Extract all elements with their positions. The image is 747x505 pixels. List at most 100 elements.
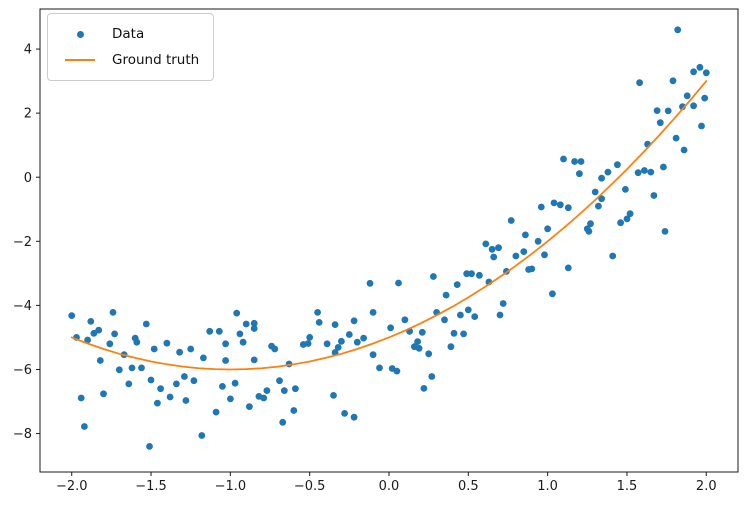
- data-point: [571, 158, 578, 165]
- data-point: [345, 331, 353, 338]
- data-point: [415, 344, 423, 352]
- data-point: [598, 195, 605, 203]
- legend-label-data: Data: [112, 26, 145, 42]
- data-point: [564, 204, 572, 212]
- data-point: [428, 373, 436, 380]
- data-point: [395, 279, 402, 287]
- data-point: [276, 377, 283, 385]
- data-point: [95, 326, 103, 334]
- data-point: [490, 253, 498, 261]
- data-point: [387, 324, 394, 332]
- data-point: [181, 373, 188, 380]
- data-point: [292, 385, 299, 393]
- data-point: [84, 336, 91, 344]
- data-point: [280, 387, 288, 394]
- data-point: [450, 329, 458, 337]
- data-point: [242, 320, 250, 328]
- data-point: [100, 390, 107, 398]
- data-point: [81, 423, 88, 430]
- data-point: [353, 338, 361, 346]
- data-point: [447, 343, 455, 351]
- data-point: [142, 320, 150, 328]
- data-point: [499, 300, 507, 307]
- data-point: [528, 265, 536, 273]
- x-tick-label: 2.0: [696, 479, 717, 494]
- data-point: [507, 217, 515, 224]
- data-point: [701, 94, 709, 102]
- data-point: [376, 364, 383, 372]
- data-point: [690, 102, 697, 110]
- data-point: [453, 281, 461, 288]
- data-point: [476, 271, 483, 279]
- data-point: [263, 387, 271, 394]
- data-point: [653, 107, 661, 114]
- data-point: [334, 344, 342, 351]
- data-point: [560, 155, 567, 163]
- data-point: [157, 385, 165, 393]
- line-sample-icon: [65, 59, 95, 61]
- data-point: [696, 63, 704, 71]
- data-point: [471, 313, 479, 320]
- data-point: [550, 199, 558, 207]
- data-point: [366, 279, 374, 287]
- data-point: [190, 377, 198, 385]
- data-point: [271, 345, 279, 353]
- y-tick-label: −2: [13, 235, 32, 250]
- data-point: [457, 311, 464, 319]
- data-point: [702, 69, 710, 77]
- data-point: [106, 340, 114, 348]
- data-point: [350, 413, 358, 421]
- data-point: [393, 367, 401, 375]
- legend-label-ground-truth: Ground truth: [112, 52, 200, 68]
- data-point: [369, 351, 377, 359]
- data-point: [591, 188, 599, 196]
- data-point: [495, 244, 502, 252]
- legend-entry-data: Data: [60, 21, 199, 47]
- data-point: [595, 202, 602, 210]
- data-point: [260, 394, 268, 402]
- data-point: [147, 376, 155, 384]
- data-point: [690, 68, 697, 76]
- data-point: [163, 339, 171, 347]
- data-point: [341, 410, 348, 417]
- data-point: [330, 392, 337, 399]
- data-point: [425, 350, 433, 358]
- y-tick-label: 0: [24, 171, 32, 186]
- data-point: [656, 119, 664, 127]
- data-point: [176, 348, 184, 356]
- data-point: [279, 418, 287, 426]
- data-point: [549, 290, 556, 298]
- data-point: [198, 432, 206, 439]
- x-tick-label: −1.0: [215, 479, 247, 494]
- data-point: [430, 273, 437, 280]
- data-point: [587, 220, 594, 228]
- data-point: [576, 170, 583, 178]
- data-point: [173, 380, 180, 388]
- data-point: [233, 309, 241, 317]
- data-point: [96, 357, 104, 364]
- y-tick-label: −4: [13, 299, 32, 314]
- data-point: [698, 122, 705, 130]
- data-point: [68, 312, 76, 319]
- data-point: [460, 330, 467, 338]
- data-point: [227, 395, 234, 403]
- legend-entry-ground-truth: Ground truth: [60, 47, 199, 73]
- data-point: [672, 134, 680, 142]
- y-tick-label: 4: [24, 43, 32, 58]
- data-point: [617, 219, 624, 227]
- x-tick-label: −1.5: [135, 479, 167, 494]
- data-point: [541, 251, 548, 259]
- data-point: [463, 270, 471, 278]
- legend-marker-cell: [60, 30, 100, 38]
- data-point: [669, 77, 677, 85]
- legend: Data Ground truth: [47, 13, 215, 81]
- data-point: [111, 330, 118, 338]
- data-point: [401, 316, 409, 324]
- data-point: [544, 225, 551, 233]
- data-point: [488, 245, 496, 253]
- data-point: [90, 329, 98, 337]
- data-point: [87, 318, 95, 325]
- x-tick-label: 1.5: [617, 479, 638, 494]
- data-point: [150, 345, 158, 353]
